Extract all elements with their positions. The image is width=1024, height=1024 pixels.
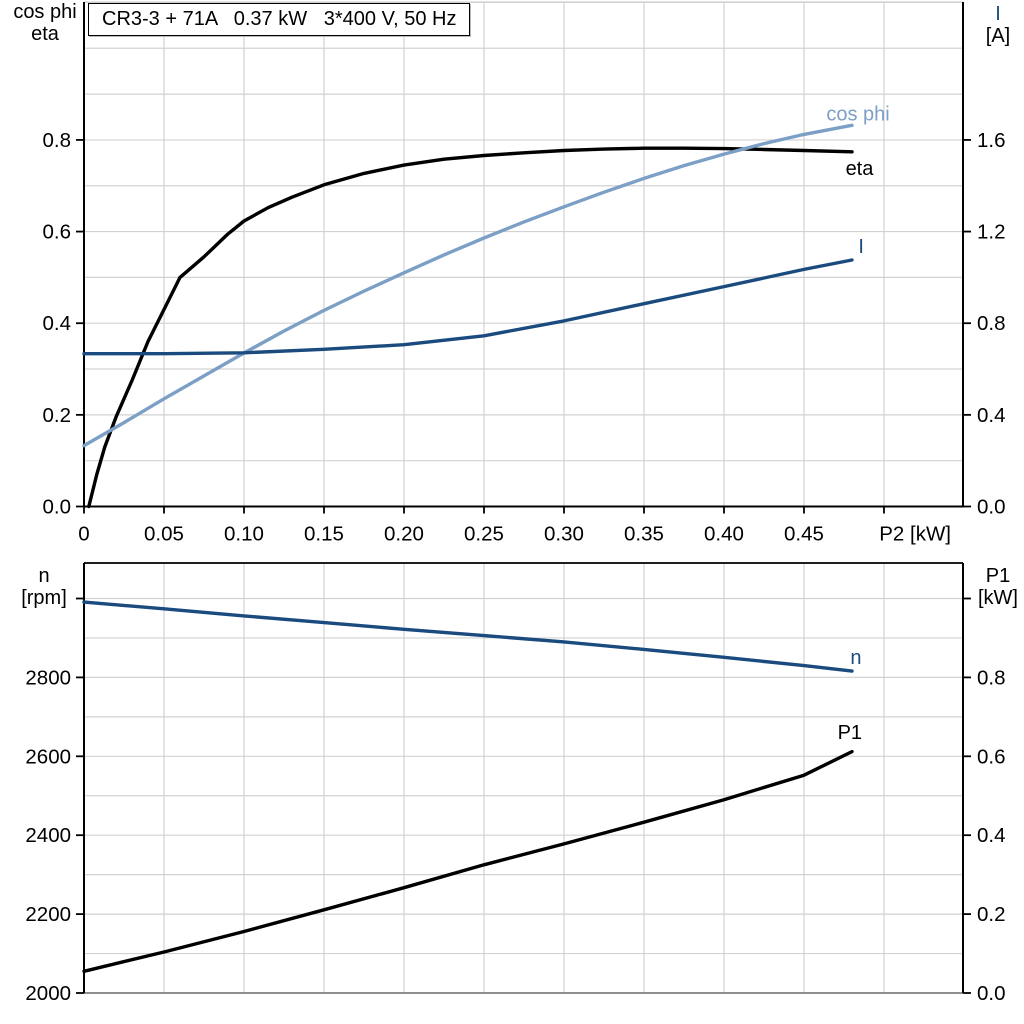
left-tick-label: 2400 [25,824,71,847]
axis-title-p1: P1 [985,565,1011,587]
gridlines [84,1,963,507]
x-tick-label: 0.35 [624,523,664,546]
axis-title-current-unit: [A] [985,25,1011,47]
axis-title-p1-unit: [kW] [978,587,1018,609]
left-tick-label: 2000 [25,982,71,1005]
i-curve-label: I [858,236,864,258]
x-tick-label: 0.20 [384,523,424,546]
top-left-axis-title: cos phi eta [6,1,84,45]
right-tick-label: 0.0 [977,982,1006,1005]
ticks [76,139,971,514]
axis-title-current: I [995,3,1001,25]
bottom-right-axis-title: P1 [kW] [972,565,1024,609]
x-tick-label: 0 [78,523,89,546]
ticks [76,597,971,994]
x-tick-label: 0.25 [464,523,504,546]
left-tick-label: 2600 [25,745,71,768]
left-tick-label: 0.4 [43,312,72,335]
gridlines [84,563,963,993]
tick-labels: 0.0 0.2 0.4 0.6 0.8 0.0 0.4 0.8 1.2 1.6 0 0.05 0.10 0… [43,129,1006,546]
left-tick-label: 0.6 [43,221,72,244]
cos-phi-curve-label: cos phi [826,103,889,125]
axis-title-cos-phi: cos phi [13,1,77,23]
n-curve [82,600,854,673]
eta-curve [87,146,854,509]
right-tick-label: 0.8 [977,312,1006,335]
bottom-chart: 2000 2200 2400 2600 2800 0.0 0.2 0.4 0.6 0.8 n P1 [25,562,1006,1005]
left-tick-label: 0.8 [43,129,72,152]
x-tick-label: 0.15 [304,523,344,546]
right-tick-label: 0.2 [977,903,1006,926]
x-tick-label: 0.45 [784,523,824,546]
cos-phi-curve [82,123,854,448]
eta-curve-label: eta [846,158,875,180]
i-curve [82,258,854,356]
title-box: CR3-3 + 71A 0.37 kW 3*400 V, 50 Hz [88,3,471,36]
bottom-left-axis-title: n [rpm] [8,565,80,609]
chart-title: CR3-3 + 71A 0.37 kW 3*400 V, 50 Hz [102,8,457,30]
top-right-axis-title: I [A] [973,3,1023,47]
left-tick-label: 2800 [25,666,71,689]
p1-curve-label: P1 [838,722,862,744]
axis-title-speed-unit: [rpm] [21,587,67,609]
x-axis-title: P2 [kW] [879,523,951,546]
p1-curve [82,749,854,973]
tick-labels: 2000 2200 2400 2600 2800 0.0 0.2 0.4 0.6 0.8 [25,666,1005,1005]
x-tick-label: 0.30 [544,523,584,546]
axis-title-eta: eta [31,23,59,45]
x-tick-label: 0.40 [704,523,744,546]
left-tick-label: 0.0 [43,496,72,519]
right-tick-label: 0.4 [977,404,1006,427]
right-tick-label: 1.6 [977,129,1006,152]
top-chart: 0.0 0.2 0.4 0.6 0.8 0.0 0.4 0.8 1.2 1.6 0 0.05 0.10 0… [43,1,1006,546]
right-tick-label: 0.6 [977,745,1006,768]
axis-title-speed: n [38,565,50,587]
right-tick-label: 0.4 [977,824,1006,847]
right-tick-label: 0.0 [977,496,1006,519]
left-tick-label: 2200 [25,903,71,926]
x-tick-label: 0.05 [144,523,184,546]
x-tick-label: 0.10 [224,523,264,546]
left-tick-label: 0.2 [43,404,72,427]
n-curve-label: n [850,647,861,669]
right-tick-label: 0.8 [977,666,1006,689]
right-tick-label: 1.2 [977,221,1006,244]
